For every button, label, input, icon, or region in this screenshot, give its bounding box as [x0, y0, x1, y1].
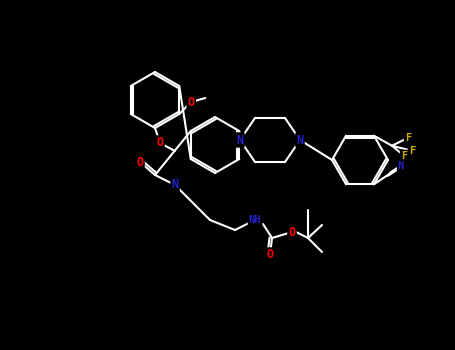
Text: F: F [409, 146, 415, 156]
Text: F: F [405, 133, 411, 143]
Text: F: F [401, 151, 407, 161]
Text: O: O [136, 155, 144, 168]
Text: O: O [267, 248, 273, 261]
Text: O: O [288, 225, 296, 238]
Text: N: N [237, 133, 243, 147]
Text: N: N [172, 178, 178, 191]
Text: NH: NH [249, 215, 261, 225]
Text: O: O [187, 96, 195, 108]
Text: N: N [297, 133, 303, 147]
Text: N: N [398, 161, 404, 171]
Text: O: O [157, 136, 163, 149]
